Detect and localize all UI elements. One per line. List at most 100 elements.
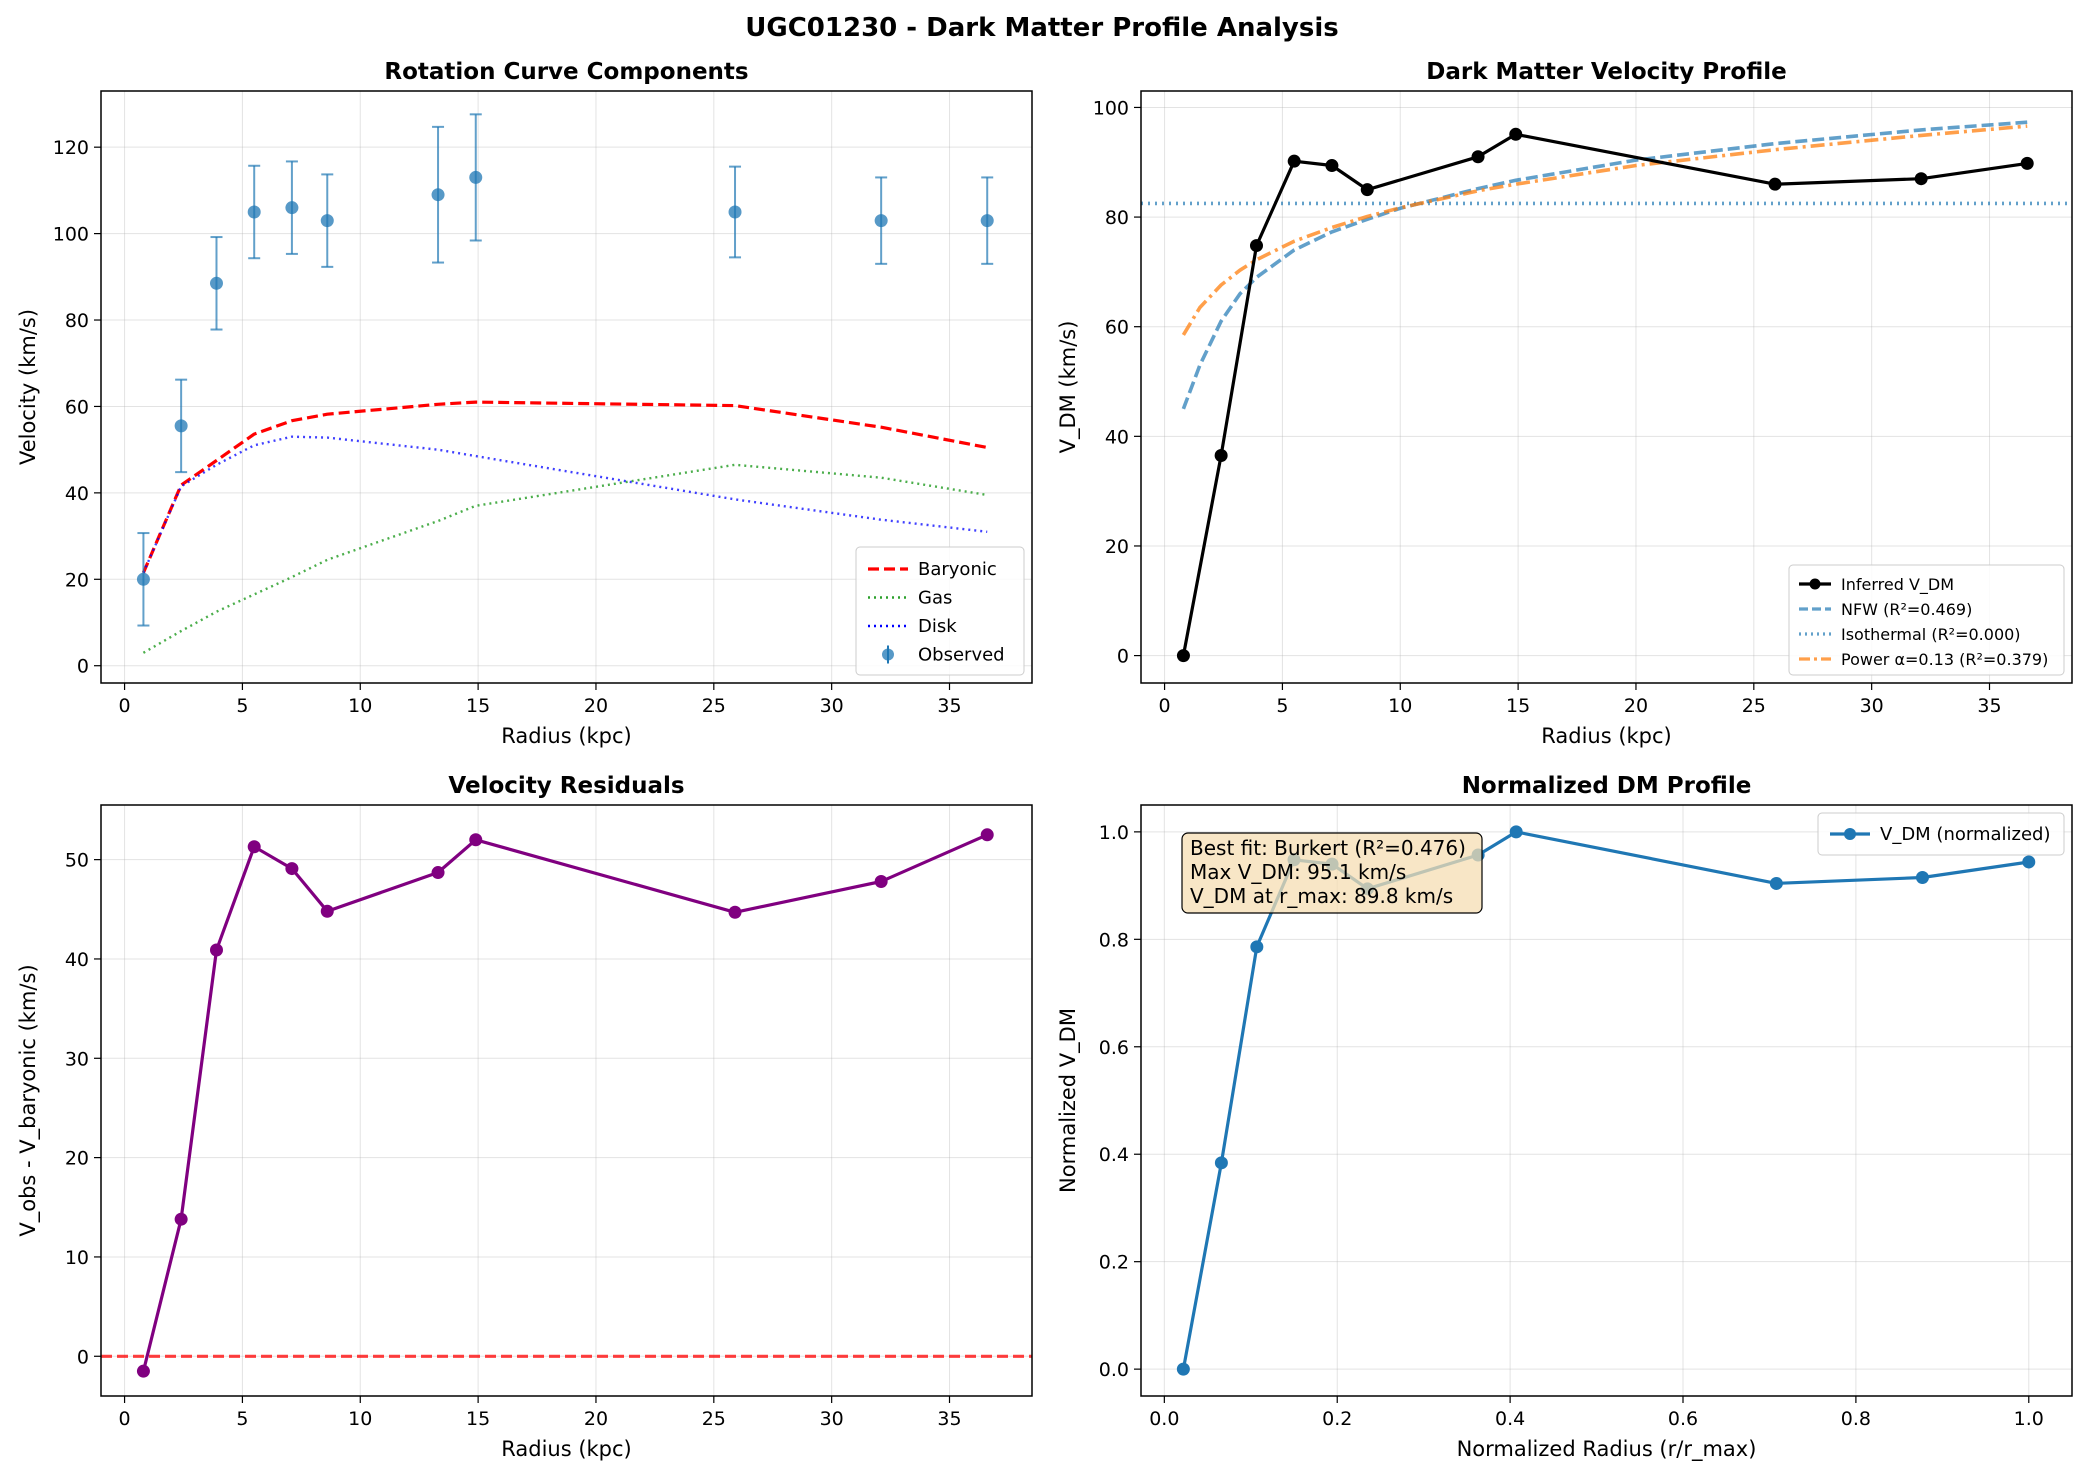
x-axis-label: Normalized Radius (r/r_max)	[1457, 1437, 1757, 1462]
y-axis-label: Velocity (km/s)	[16, 309, 40, 465]
residual-point	[469, 833, 483, 847]
x-tick-label: 25	[1742, 695, 1766, 717]
axes-frame	[100, 90, 1033, 684]
observed-point	[728, 205, 742, 219]
inferred-point	[1176, 649, 1190, 663]
x-tick-label: 0.0	[1149, 1408, 1179, 1430]
residual-point	[980, 828, 994, 842]
x-tick-label: 15	[1506, 695, 1530, 717]
y-tick-label: 0.6	[1099, 1037, 1129, 1059]
x-tick-label: 35	[937, 695, 961, 717]
x-tick-label: 1.0	[2014, 1408, 2044, 1430]
observed-point	[247, 205, 261, 219]
plot-data	[136, 113, 994, 654]
y-tick-label: 60	[65, 396, 89, 418]
y-tick-label: 0	[77, 656, 89, 678]
x-tick-label: 30	[820, 1408, 844, 1430]
legend-swatch	[1844, 828, 1856, 840]
annotation-line: Max V_DM: 95.1 km/s	[1190, 860, 1406, 884]
y-tick-label: 20	[1105, 536, 1129, 558]
x-tick-label: 35	[1977, 695, 2001, 717]
legend-swatch	[1809, 578, 1821, 590]
inferred-point	[1214, 449, 1228, 463]
y-tick-label: 1.0	[1099, 822, 1129, 844]
x-tick-label: 10	[1388, 695, 1412, 717]
x-tick-label: 10	[348, 695, 372, 717]
x-tick-label: 0	[1159, 695, 1171, 717]
x-tick-label: 0	[119, 1408, 131, 1430]
inferred-point	[1471, 150, 1485, 164]
disk-line	[142, 435, 988, 574]
x-tick-label: 0.8	[1841, 1408, 1871, 1430]
residual-point	[174, 1212, 188, 1226]
baryonic-line	[141, 400, 988, 574]
residual-point	[728, 905, 742, 919]
legend-label: Power α=0.13 (R²=0.379)	[1841, 650, 2048, 669]
x-axis-label: Radius (kpc)	[1541, 724, 1672, 748]
inferred-point	[1768, 177, 1782, 191]
normalized-point	[1769, 876, 1783, 890]
normalized-point	[1250, 940, 1264, 954]
normalized-point	[1509, 825, 1523, 839]
x-tick-label: 25	[702, 695, 726, 717]
x-tick-label: 0.2	[1322, 1408, 1352, 1430]
nfw-line	[1181, 120, 2028, 410]
observed-point	[320, 214, 334, 228]
legend-label: Baryonic	[918, 559, 997, 580]
observed-point	[209, 276, 223, 290]
y-axis-label: Normalized V_DM	[1056, 1008, 1081, 1193]
y-axis-label: V_obs - V_baryonic (km/s)	[16, 964, 41, 1236]
y-tick-label: 30	[65, 1048, 89, 1070]
x-tick-label: 20	[1624, 695, 1648, 717]
y-tick-label: 20	[65, 1148, 89, 1170]
annotation-box	[1181, 832, 1483, 914]
y-tick-label: 80	[65, 310, 89, 332]
panel-title: Normalized DM Profile	[1462, 773, 1752, 799]
observed-point	[874, 214, 888, 228]
x-tick-label: 25	[702, 1408, 726, 1430]
normalized-point	[2022, 855, 2036, 869]
observed-point	[285, 201, 299, 215]
legend-box	[1817, 812, 2065, 856]
inferred-point	[2020, 156, 2034, 170]
x-tick-label: 30	[1860, 695, 1884, 717]
y-tick-label: 0.4	[1099, 1144, 1129, 1166]
y-tick-label: 120	[53, 137, 89, 159]
residual-line	[141, 833, 988, 1372]
legend-swatch	[882, 648, 894, 661]
panel-rotation-curve: Rotation Curve Components 0 5 10 15 20 25 30 35 0…	[16, 59, 1033, 748]
inferred-point	[1325, 159, 1339, 173]
y-tick-label: 80	[1105, 207, 1129, 229]
residual-point	[247, 840, 261, 854]
legend-label: Inferred V_DM	[1841, 575, 1954, 595]
residual-point	[136, 1364, 150, 1378]
x-tick-label: 20	[584, 695, 608, 717]
observed-point	[174, 419, 188, 433]
legend-label: NFW (R²=0.469)	[1841, 600, 1972, 619]
x-tick-label: 5	[236, 1408, 248, 1430]
y-tick-label: 100	[53, 224, 89, 246]
x-axis-label: Radius (kpc)	[501, 1437, 632, 1461]
panel-normalized-dm-profile: Normalized DM Profile 0.0 0.2 0.4 0.6 0.8 1.0 0…	[1056, 773, 2073, 1462]
residual-point	[874, 874, 888, 888]
figure-title: UGC01230 - Dark Matter Profile Analysis	[745, 13, 1338, 43]
y-tick-label: 20	[65, 569, 89, 591]
y-tick-label: 0.2	[1099, 1252, 1129, 1274]
x-tick-label: 35	[937, 1408, 961, 1430]
y-tick-label: 60	[1105, 317, 1129, 339]
residual-point	[285, 862, 299, 876]
axes-frame	[100, 804, 1033, 1397]
y-tick-label: 0.0	[1099, 1359, 1129, 1381]
legend-label: Disk	[918, 616, 957, 637]
y-tick-label: 10	[65, 1247, 89, 1269]
x-tick-label: 5	[1276, 695, 1288, 717]
x-tick-label: 0.4	[1495, 1408, 1525, 1430]
panel-dm-velocity-profile: Dark Matter Velocity Profile 0 5 10 15 20 25 30…	[1056, 59, 2073, 748]
annotation-line: V_DM at r_max: 89.8 km/s	[1190, 884, 1453, 908]
inferred-point	[1287, 154, 1301, 168]
observed-point	[136, 572, 150, 586]
y-tick-label: 100	[1093, 97, 1129, 119]
normalized-point	[1915, 871, 1929, 885]
panel-title: Velocity Residuals	[448, 773, 684, 799]
